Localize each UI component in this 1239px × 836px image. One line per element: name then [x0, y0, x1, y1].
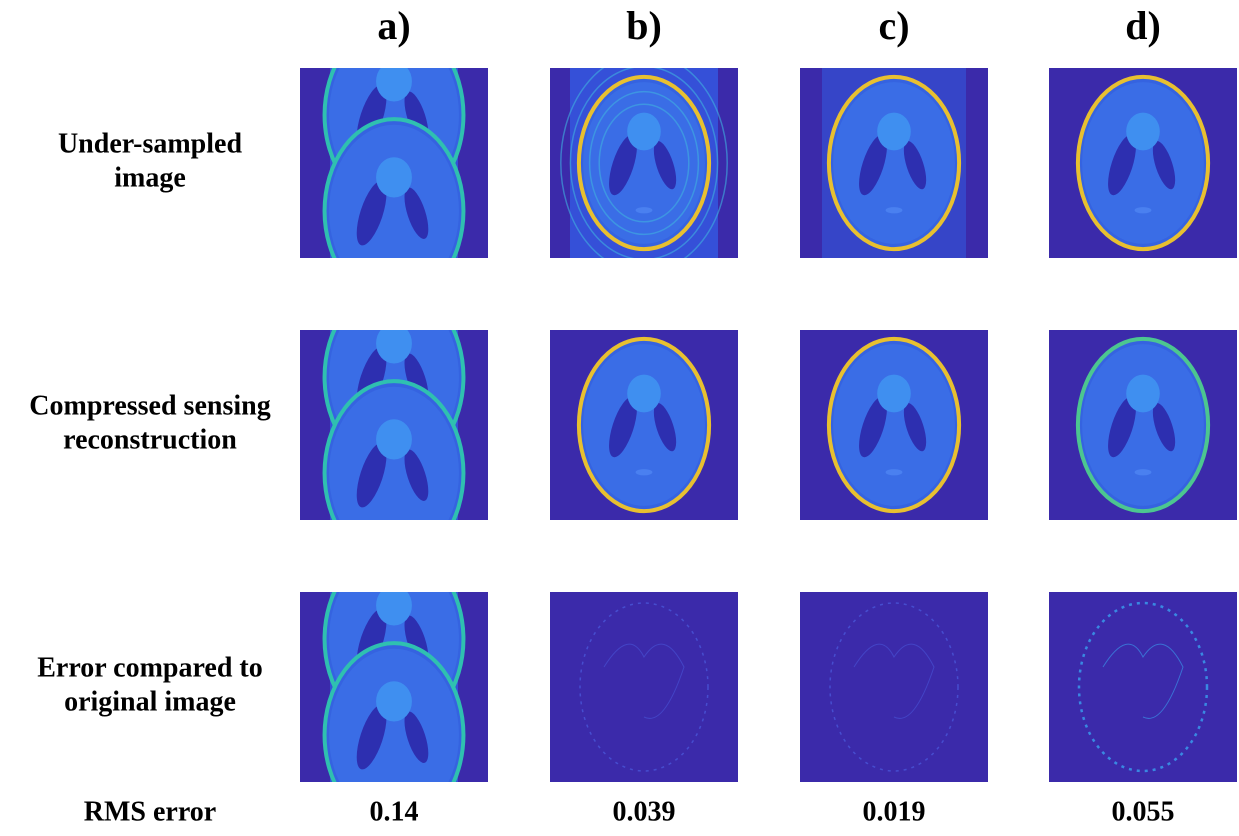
row-label: Compressed sensing	[29, 390, 270, 421]
phantom-dot	[636, 207, 653, 213]
row-label: original image	[64, 686, 236, 717]
phantom-dot	[886, 207, 903, 213]
row-label: reconstruction	[63, 424, 237, 455]
phantom-blob	[627, 113, 661, 151]
phantom-inner	[833, 82, 955, 244]
phantom-dot	[636, 469, 653, 475]
phantom-dot	[1135, 207, 1152, 213]
rms-value: 0.019	[863, 796, 926, 827]
panel-background	[1049, 592, 1237, 782]
phantom-blob	[877, 113, 911, 151]
phantom-inner	[833, 344, 955, 506]
row-label: Error compared to	[37, 652, 263, 683]
phantom-blob	[1126, 375, 1160, 413]
phantom-dot	[886, 469, 903, 475]
phantom-blob	[376, 419, 412, 459]
rms-value: 0.14	[370, 796, 419, 827]
rms-label: RMS error	[84, 796, 216, 827]
phantom-blob	[627, 375, 661, 413]
phantom-inner	[329, 125, 459, 297]
panel-background	[800, 592, 988, 782]
phantom-dot	[385, 258, 403, 265]
image-panel	[800, 592, 988, 782]
figure: a) b) c) d) Under-sampledimage Compressed sen…	[0, 0, 1239, 836]
rms-value: 0.055	[1112, 796, 1175, 827]
image-panel	[1049, 68, 1237, 258]
panel-background	[550, 592, 738, 782]
phantom-blob	[376, 61, 412, 101]
rms-value: 0.039	[613, 796, 676, 827]
image-panel	[550, 592, 738, 782]
phantom-inner	[1082, 344, 1204, 506]
image-panel	[300, 547, 488, 827]
image-panel	[800, 68, 988, 258]
image-panel	[800, 330, 988, 520]
phantom-inner	[1082, 82, 1204, 244]
image-panel	[1049, 592, 1237, 782]
row-label: image	[114, 162, 186, 193]
phantom-blob	[376, 323, 412, 363]
image-panel	[550, 54, 738, 272]
column-label: c)	[878, 3, 909, 48]
image-panel	[1049, 330, 1237, 520]
row-label: Under-sampled	[58, 128, 243, 159]
phantom-blob	[877, 375, 911, 413]
column-label: d)	[1125, 3, 1161, 48]
phantom-dot	[385, 782, 403, 789]
column-label: b)	[626, 3, 662, 48]
image-panel	[550, 330, 738, 520]
phantom-dot	[385, 520, 403, 527]
page: a) b) c) d) Under-sampledimage Compressed sen…	[0, 0, 1239, 836]
image-panel	[300, 23, 488, 303]
phantom-dot	[1135, 469, 1152, 475]
phantom-blob	[376, 157, 412, 197]
phantom-inner	[583, 82, 705, 244]
image-panel	[300, 285, 488, 565]
phantom-inner	[329, 387, 459, 559]
column-label: a)	[377, 3, 410, 48]
phantom-inner	[583, 344, 705, 506]
phantom-inner	[329, 649, 459, 821]
phantom-blob	[1126, 113, 1160, 151]
phantom-blob	[376, 585, 412, 625]
phantom-blob	[376, 681, 412, 721]
